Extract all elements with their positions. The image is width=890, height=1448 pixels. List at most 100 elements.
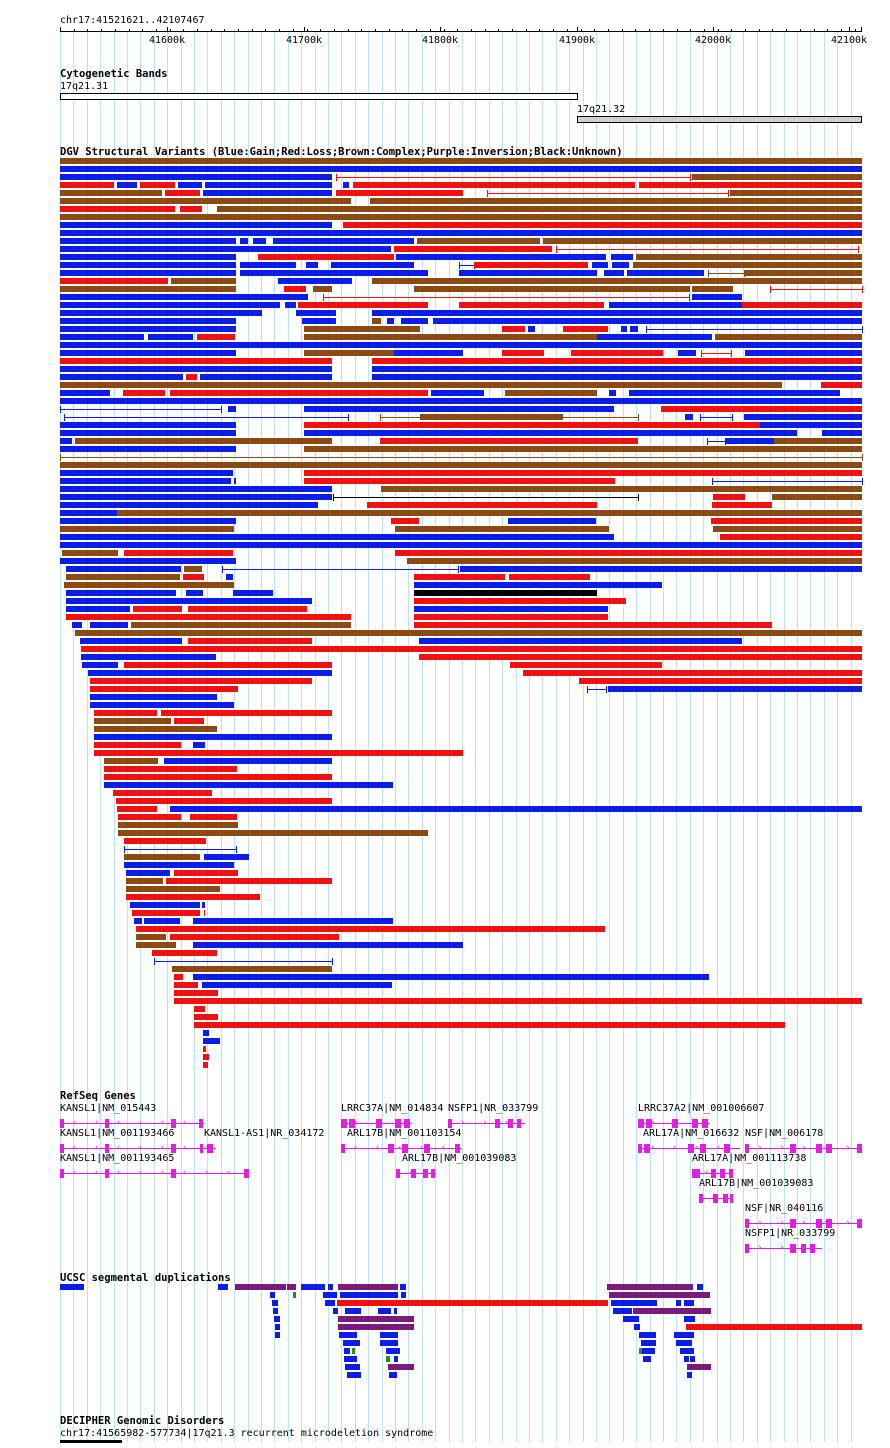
gene-exon[interactable] xyxy=(60,1119,64,1128)
dgv-variant[interactable] xyxy=(234,478,236,484)
dgv-variant[interactable] xyxy=(372,318,381,324)
segdup-feature[interactable] xyxy=(642,1348,655,1354)
dgv-variant[interactable] xyxy=(104,758,158,764)
dgv-variant[interactable] xyxy=(592,262,608,268)
segdup-feature[interactable] xyxy=(333,1308,338,1314)
gene-exon[interactable] xyxy=(199,1119,203,1128)
dgv-variant[interactable] xyxy=(760,422,862,428)
dgv-variant[interactable] xyxy=(372,366,862,372)
dgv-variant-end[interactable] xyxy=(638,414,639,421)
dgv-variant[interactable] xyxy=(621,326,627,332)
dgv-variant[interactable] xyxy=(510,662,662,668)
gene-exon[interactable] xyxy=(517,1119,521,1128)
cytoband-17q21-32[interactable] xyxy=(577,116,862,123)
gene-exon[interactable] xyxy=(711,1169,716,1178)
segdup-feature[interactable] xyxy=(345,1364,360,1370)
dgv-variant[interactable] xyxy=(414,574,505,580)
dgv-variant[interactable] xyxy=(612,262,629,268)
dgv-variant[interactable] xyxy=(204,910,205,916)
dgv-variant[interactable] xyxy=(712,502,772,508)
dgv-variant[interactable] xyxy=(304,478,615,484)
gene-exon[interactable] xyxy=(702,1119,708,1128)
dgv-variant[interactable] xyxy=(502,350,544,356)
dgv-variant[interactable] xyxy=(75,630,862,636)
segdup-feature[interactable] xyxy=(339,1332,357,1338)
dgv-variant-end[interactable] xyxy=(336,174,337,181)
dgv-variant[interactable] xyxy=(203,190,332,196)
dgv-variant[interactable] xyxy=(296,310,336,316)
dgv-variant[interactable] xyxy=(94,726,217,732)
dgv-variant[interactable] xyxy=(194,1006,205,1012)
gene-exon[interactable] xyxy=(349,1119,355,1128)
dgv-variant[interactable] xyxy=(370,198,862,204)
dgv-variant-end[interactable] xyxy=(64,414,65,421)
dgv-variant[interactable] xyxy=(193,942,463,948)
gene-exon[interactable] xyxy=(455,1144,460,1153)
dgv-variant[interactable] xyxy=(240,238,248,244)
dgv-variant[interactable] xyxy=(60,198,351,204)
dgv-variant[interactable] xyxy=(60,542,862,548)
dgv-variant[interactable] xyxy=(194,1014,218,1020)
dgv-variant[interactable] xyxy=(353,182,635,188)
dgv-variant[interactable] xyxy=(203,1062,208,1068)
gene-exon[interactable] xyxy=(376,1119,382,1128)
dgv-variant[interactable] xyxy=(60,254,236,260)
dgv-variant[interactable] xyxy=(184,566,202,572)
dgv-variant[interactable] xyxy=(420,414,563,420)
dgv-variant[interactable] xyxy=(60,374,183,380)
dgv-variant[interactable] xyxy=(124,550,233,556)
gene-exon[interactable] xyxy=(700,1144,706,1153)
dgv-variant-end[interactable] xyxy=(556,246,557,253)
gene-exon[interactable] xyxy=(730,1194,733,1203)
dgv-variant[interactable] xyxy=(304,422,862,428)
gene-exon[interactable] xyxy=(244,1169,249,1178)
dgv-variant[interactable] xyxy=(148,334,193,340)
dgv-variant-end[interactable] xyxy=(487,190,488,197)
dgv-variant[interactable] xyxy=(414,598,626,604)
dgv-variant[interactable] xyxy=(104,774,332,780)
gene-exon[interactable] xyxy=(388,1144,394,1153)
gene-exon[interactable] xyxy=(448,1119,452,1128)
dgv-variant-end[interactable] xyxy=(732,414,733,421)
segdup-feature[interactable] xyxy=(338,1324,414,1330)
segdup-feature[interactable] xyxy=(352,1348,355,1354)
dgv-variant[interactable] xyxy=(298,302,428,308)
dgv-variant-end[interactable] xyxy=(124,846,125,853)
dgv-variant[interactable] xyxy=(60,214,862,220)
dgv-variant[interactable] xyxy=(60,518,236,524)
dgv-variant[interactable] xyxy=(66,606,130,612)
gene-exon[interactable] xyxy=(60,1169,64,1178)
dgv-variant[interactable] xyxy=(171,278,236,284)
dgv-variant[interactable] xyxy=(144,918,180,924)
dgv-variant-connector[interactable] xyxy=(333,497,638,498)
segdup-feature[interactable] xyxy=(380,1340,398,1346)
dgv-variant[interactable] xyxy=(193,974,709,980)
segdup-feature[interactable] xyxy=(684,1316,695,1322)
dgv-variant[interactable] xyxy=(414,286,690,292)
dgv-variant[interactable] xyxy=(193,918,393,924)
gene-intron[interactable] xyxy=(448,1123,525,1124)
dgv-variant[interactable] xyxy=(744,270,862,276)
segdup-feature[interactable] xyxy=(325,1300,335,1306)
gene-exon[interactable] xyxy=(745,1144,749,1153)
dgv-variant-end[interactable] xyxy=(700,414,701,421)
dgv-variant[interactable] xyxy=(60,302,280,308)
segdup-feature[interactable] xyxy=(345,1308,361,1314)
dgv-variant[interactable] xyxy=(60,486,332,492)
gene-exon[interactable] xyxy=(826,1219,832,1228)
dgv-variant-connector[interactable] xyxy=(707,441,725,442)
dgv-variant[interactable] xyxy=(174,718,204,724)
dgv-variant[interactable] xyxy=(391,518,419,524)
dgv-variant[interactable] xyxy=(194,1022,785,1028)
dgv-variant[interactable] xyxy=(190,814,237,820)
dgv-variant[interactable] xyxy=(60,246,391,252)
dgv-variant[interactable] xyxy=(60,334,144,340)
dgv-variant[interactable] xyxy=(273,238,414,244)
segdup-feature[interactable] xyxy=(337,1300,608,1306)
segdup-feature[interactable] xyxy=(680,1348,694,1354)
dgv-variant[interactable] xyxy=(126,878,163,884)
dgv-variant[interactable] xyxy=(118,822,238,828)
segdup-feature[interactable] xyxy=(639,1332,656,1338)
gene-exon[interactable] xyxy=(395,1119,401,1128)
dgv-variant[interactable] xyxy=(60,462,862,468)
